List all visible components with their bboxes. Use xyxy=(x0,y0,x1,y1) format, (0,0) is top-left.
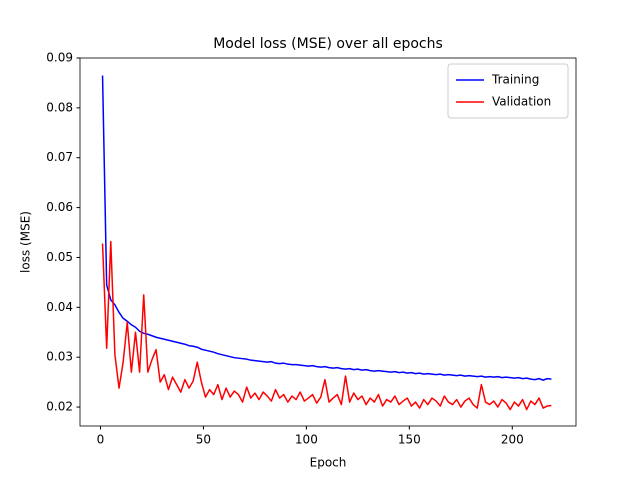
series-line xyxy=(101,240,552,411)
y-tick-label: 0.09 xyxy=(46,51,73,65)
y-tick-label: 0.08 xyxy=(46,100,73,114)
y-axis-label: loss (MSE) xyxy=(19,211,33,273)
x-tick-label: 150 xyxy=(398,433,421,447)
legend-box xyxy=(447,63,569,119)
y-tick-label: 0.07 xyxy=(46,150,73,164)
y-tick-label: 0.02 xyxy=(46,400,73,414)
y-tick-label: 0.05 xyxy=(46,250,73,264)
legend-label: Training xyxy=(491,73,539,87)
y-tick-label: 0.03 xyxy=(46,350,73,364)
plot-frame xyxy=(79,57,577,427)
x-tick-label: 50 xyxy=(196,433,211,447)
chart-title: Model loss (MSE) over all epochs xyxy=(213,36,443,52)
x-axis-label: Epoch xyxy=(310,456,347,470)
y-tick-label: 0.06 xyxy=(46,200,73,214)
x-tick-label: 100 xyxy=(295,433,318,447)
x-tick-label: 0 xyxy=(97,433,105,447)
x-tick-label: 200 xyxy=(501,433,524,447)
series-line xyxy=(101,75,552,381)
legend-label: Validation xyxy=(492,95,551,109)
y-tick-label: 0.04 xyxy=(46,300,73,314)
